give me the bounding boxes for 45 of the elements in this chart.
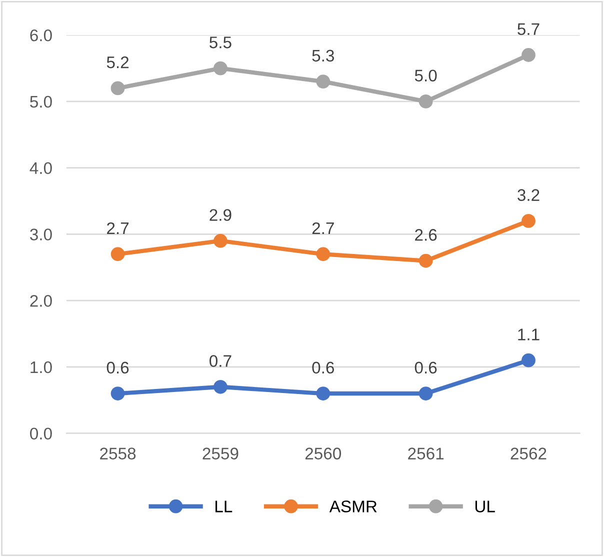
x-tick-label: 2560: [305, 448, 342, 460]
data-label: 0.6: [414, 362, 437, 374]
data-label: 5.0: [414, 70, 437, 82]
y-tick-label: 4.0: [30, 162, 52, 174]
point: [522, 48, 536, 62]
x-tick-label: 2561: [408, 448, 444, 460]
x-tick-label: 2559: [202, 448, 238, 460]
data-label: 1.1: [518, 328, 540, 340]
point: [316, 74, 330, 88]
point: [316, 386, 330, 400]
point: [522, 353, 536, 368]
data-label: 0.6: [106, 362, 129, 374]
point: [418, 386, 433, 400]
y-tick-label: 3.0: [30, 228, 52, 240]
y-tick-label: 2.0: [30, 294, 52, 307]
point: [110, 81, 125, 96]
x-tick-label: 2558: [100, 448, 136, 460]
legend-label: LL: [216, 500, 232, 512]
data-label: 2.9: [210, 209, 232, 221]
data-label: 5.7: [518, 23, 540, 36]
y-tick-label: 1.0: [30, 361, 52, 374]
point: [214, 234, 228, 248]
data-label: 5.3: [312, 50, 334, 62]
data-label: 5.2: [106, 56, 129, 68]
data-label: 2.7: [312, 222, 334, 234]
data-label: 2.6: [415, 229, 437, 241]
y-tick-label: 0.0: [30, 428, 52, 440]
y-tick-label: 6.0: [30, 29, 52, 42]
point: [110, 247, 125, 262]
data-label: 2.7: [107, 222, 129, 234]
point: [522, 214, 536, 228]
y-tick-label: 5.0: [30, 96, 52, 108]
point: [316, 247, 330, 262]
data-label: 0.7: [210, 355, 232, 367]
legend-label: UL: [475, 500, 495, 512]
point: [418, 94, 433, 108]
x-tick-label: 2562: [510, 448, 546, 460]
point: [214, 61, 228, 76]
point: [214, 380, 228, 394]
point: [110, 386, 125, 400]
data-label: 5.5: [210, 36, 232, 48]
data-label: 0.6: [312, 362, 334, 374]
legend-label: ASMR: [329, 500, 377, 512]
data-label: 3.2: [518, 189, 540, 201]
point: [418, 254, 433, 268]
